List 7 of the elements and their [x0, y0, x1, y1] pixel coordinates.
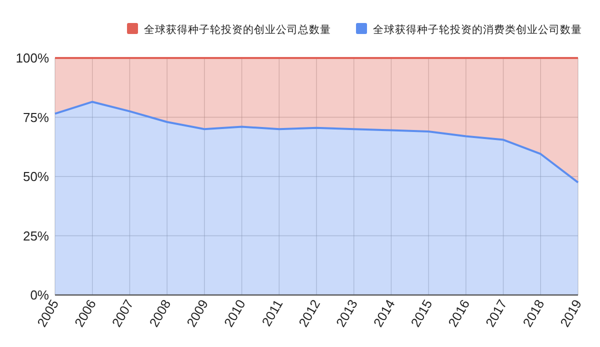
- y-tick-label: 0%: [30, 288, 50, 302]
- y-tick-label: 50%: [22, 169, 50, 184]
- legend-label: 全球获得种子轮投资的消费类创业公司数量: [373, 23, 582, 36]
- y-tick-label: 25%: [22, 228, 50, 244]
- y-tick-label: 100%: [16, 50, 50, 66]
- y-tick-label: 75%: [22, 110, 50, 125]
- legend-label: 全球获得种子轮投资的创业公司总数量: [144, 23, 331, 36]
